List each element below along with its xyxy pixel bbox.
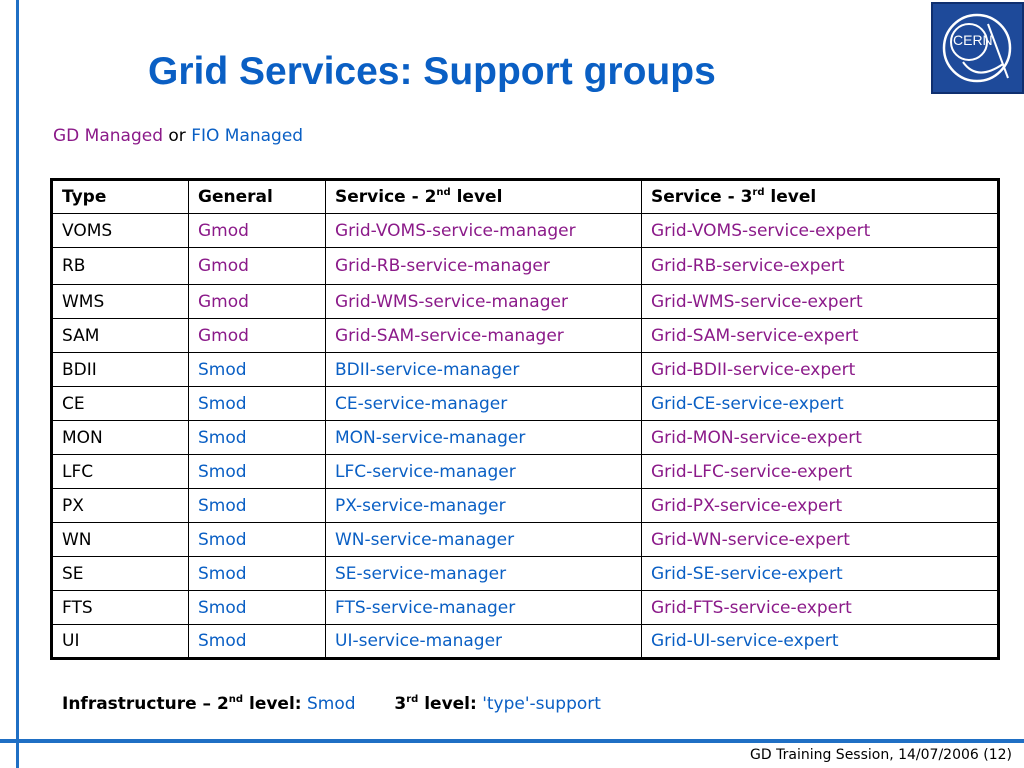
table-row: BDII Smod BDII-service-manager Grid-BDII-se… (51, 352, 999, 387)
cell-third-level: Grid-FTS-service-expert (641, 590, 999, 625)
table-row: PX Smod PX-service-manager Grid-PX-service-… (51, 488, 999, 523)
table-header-row: Type General Service - 2nd level Service… (51, 179, 999, 214)
cell-general: Smod (188, 624, 326, 659)
infra-value: Smod (307, 694, 356, 714)
table-row: SAM Gmod Grid-SAM-service-manager Grid-SAM-… (51, 318, 999, 353)
cern-logo: CERN (931, 2, 1024, 94)
cell-type: PX (51, 488, 189, 523)
third-level-value: 'type'-support (482, 694, 601, 714)
cell-general: Smod (188, 488, 326, 523)
cell-third-level: Grid-WMS-service-expert (641, 284, 999, 319)
table-row: MON Smod MON-service-manager Grid-MON-servi… (51, 420, 999, 455)
footer-rule (0, 739, 1024, 743)
cell-general: Smod (188, 556, 326, 591)
cell-general: Smod (188, 454, 326, 489)
slide-footer: GD Training Session, 14/07/2006 (12) (750, 747, 1012, 763)
cell-type: SE (51, 556, 189, 591)
cern-logo-text: CERN (953, 32, 993, 48)
cell-general: Smod (188, 590, 326, 625)
cell-second-level: Grid-VOMS-service-manager (325, 213, 642, 248)
table-row: FTS Smod FTS-service-manager Grid-FTS-servi… (51, 590, 999, 625)
header-general: General (188, 179, 326, 214)
cell-second-level: Grid-SAM-service-manager (325, 318, 642, 353)
cell-general: Smod (188, 522, 326, 557)
cell-third-level: Grid-VOMS-service-expert (641, 213, 999, 248)
cell-general: Smod (188, 420, 326, 455)
left-vertical-rule (16, 0, 19, 768)
cell-third-level: Grid-PX-service-expert (641, 488, 999, 523)
third-level-label: 3rd level: (394, 694, 477, 714)
cell-third-level: Grid-SAM-service-expert (641, 318, 999, 353)
cell-general: Gmod (188, 318, 326, 353)
cell-third-level: Grid-CE-service-expert (641, 386, 999, 421)
table-row: CE Smod CE-service-manager Grid-CE-service-… (51, 386, 999, 421)
cell-third-level: Grid-UI-service-expert (641, 624, 999, 659)
header-type: Type (51, 179, 189, 214)
subtitle-or: or (168, 126, 186, 146)
cell-second-level: FTS-service-manager (325, 590, 642, 625)
cell-third-level: Grid-RB-service-expert (641, 247, 999, 285)
cell-second-level: Grid-RB-service-manager (325, 247, 642, 285)
support-groups-table: Type General Service - 2nd level Service… (50, 178, 1000, 660)
header-second-level: Service - 2nd level (325, 179, 642, 214)
cell-type: BDII (51, 352, 189, 387)
cell-third-level: Grid-SE-service-expert (641, 556, 999, 591)
cell-type: MON (51, 420, 189, 455)
table-row: WMS Gmod Grid-WMS-service-manager Grid-WMS-… (51, 284, 999, 319)
levels-note: Infrastructure – 2nd level: Smod 3rd lev… (62, 694, 601, 714)
cell-second-level: SE-service-manager (325, 556, 642, 591)
subtitle-fio: FIO Managed (191, 126, 304, 146)
cell-type: LFC (51, 454, 189, 489)
cell-third-level: Grid-LFC-service-expert (641, 454, 999, 489)
infra-label: Infrastructure – 2nd level: (62, 694, 302, 714)
table-row: LFC Smod LFC-service-manager Grid-LFC-servi… (51, 454, 999, 489)
cell-general: Gmod (188, 213, 326, 248)
cell-general: Gmod (188, 284, 326, 319)
table-row: VOMS Gmod Grid-VOMS-service-manager Grid-VO… (51, 213, 999, 248)
cell-type: VOMS (51, 213, 189, 248)
cell-type: RB (51, 247, 189, 285)
cell-general: Gmod (188, 247, 326, 285)
cell-second-level: Grid-WMS-service-manager (325, 284, 642, 319)
subtitle-gd: GD Managed (53, 126, 163, 146)
cell-second-level: PX-service-manager (325, 488, 642, 523)
table-body: VOMS Gmod Grid-VOMS-service-manager Grid-VO… (51, 213, 999, 659)
cell-second-level: BDII-service-manager (325, 352, 642, 387)
header-third-level: Service - 3rd level (641, 179, 999, 214)
cell-third-level: Grid-WN-service-expert (641, 522, 999, 557)
cell-type: FTS (51, 590, 189, 625)
cell-type: CE (51, 386, 189, 421)
table-row: UI Smod UI-service-manager Grid-UI-service-… (51, 624, 999, 659)
cell-third-level: Grid-MON-service-expert (641, 420, 999, 455)
table-row: RB Gmod Grid-RB-service-manager Grid-RB-ser… (51, 247, 999, 285)
page-title: Grid Services: Support groups (148, 50, 716, 93)
cell-type: SAM (51, 318, 189, 353)
cell-general: Smod (188, 386, 326, 421)
cell-third-level: Grid-BDII-service-expert (641, 352, 999, 387)
cell-second-level: CE-service-manager (325, 386, 642, 421)
cell-second-level: MON-service-manager (325, 420, 642, 455)
cell-type: UI (51, 624, 189, 659)
cell-type: WN (51, 522, 189, 557)
cell-second-level: WN-service-manager (325, 522, 642, 557)
cell-type: WMS (51, 284, 189, 319)
table-row: WN Smod WN-service-manager Grid-WN-service-… (51, 522, 999, 557)
subtitle: GD Managed or FIO Managed (53, 126, 303, 146)
cell-second-level: UI-service-manager (325, 624, 642, 659)
table-row: SE Smod SE-service-manager Grid-SE-service-… (51, 556, 999, 591)
cell-second-level: LFC-service-manager (325, 454, 642, 489)
cell-general: Smod (188, 352, 326, 387)
